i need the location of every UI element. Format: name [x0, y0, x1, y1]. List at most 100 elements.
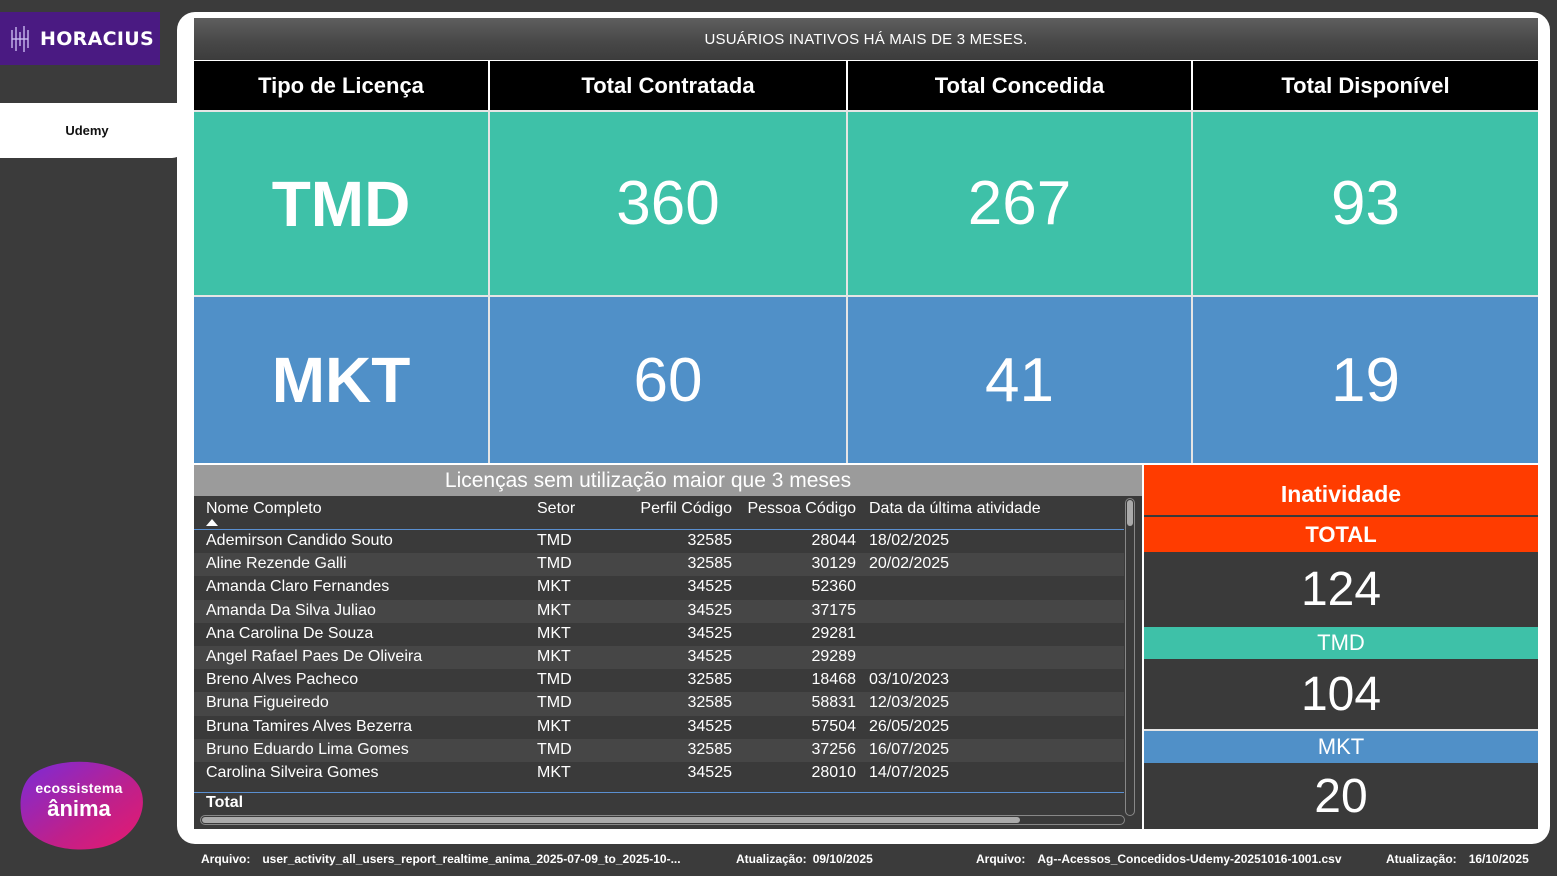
tmd-contratada-cell[interactable]: 360 [490, 110, 848, 295]
cell-data: 03/10/2023 [869, 671, 950, 689]
col-header-contratada: Total Contratada [490, 61, 848, 110]
table-row[interactable]: Bruna Figueiredo TMD 32585 58831 12/03/2025 [194, 692, 1124, 716]
footer-arquivo1-value: user_activity_all_users_report_realtime_… [262, 852, 681, 866]
tmd-label-text: TMD [1317, 630, 1365, 655]
horacius-logo: HORACIUS [0, 12, 160, 65]
table-row[interactable]: Bruno Eduardo Lima Gomes TMD 32585 37256 16/… [194, 738, 1124, 762]
footer-atualizacao2-value: 16/10/2025 [1468, 852, 1529, 866]
table-header: Nome Completo Setor Perfil Código Pessoa… [194, 498, 1124, 530]
cell-data: 26/05/2025 [869, 717, 950, 735]
total-value-text: 124 [1300, 563, 1382, 616]
col-data[interactable]: Data da última atividade [869, 500, 1041, 517]
inatividade-title-text: Inatividade [1280, 480, 1402, 507]
page-title-text: USUÁRIOS INATIVOS HÁ MAIS DE 3 MESES. [704, 30, 1028, 48]
cell-data: 20/02/2025 [869, 555, 950, 573]
cell-pessoa: 28010 [811, 763, 857, 781]
col-header-disponivel-label: Total Disponível [1281, 72, 1450, 98]
table-row[interactable]: Ademirson Candido Souto TMD 32585 28044 18/0… [194, 530, 1124, 553]
cell-setor: TMD [537, 740, 572, 758]
cell-nome: Carolina Silveira Gomes [206, 763, 379, 781]
inatividade-mkt-value[interactable]: 20 [1144, 763, 1538, 829]
inatividade-title: Inatividade [1144, 465, 1538, 515]
inatividade-tmd-value[interactable]: 104 [1144, 659, 1538, 729]
inatividade-total-label: TOTAL [1144, 517, 1538, 552]
col-header-concedida-label: Total Concedida [934, 72, 1105, 98]
cell-pessoa: 30129 [811, 555, 857, 573]
col-header-tipo-label: Tipo de Licença [258, 72, 424, 98]
cell-data: 16/07/2025 [869, 740, 950, 758]
cell-pessoa: 28044 [811, 532, 857, 549]
tmd-value-text: 104 [1300, 667, 1382, 721]
cell-perfil: 34525 [687, 717, 733, 735]
mkt-value-text: 20 [1314, 769, 1368, 823]
inatividade-panel: Inatividade TOTAL 124 TMD 104 MKT 20 [1144, 465, 1538, 829]
cell-perfil: 32585 [687, 555, 733, 573]
cell-setor: MKT [537, 578, 571, 596]
cell-nome: Amanda Da Silva Juliao [206, 601, 376, 619]
cell-nome: Bruna Tamires Alves Bezerra [206, 717, 413, 735]
cell-setor: TMD [537, 555, 572, 573]
mkt-concedida-cell[interactable]: 41 [848, 295, 1193, 463]
table-row[interactable]: Bruna Tamires Alves Bezerra MKT 34525 57504… [194, 716, 1124, 739]
table-row[interactable]: Carolina Silveira Gomes MKT 34525 28010 14/0… [194, 762, 1124, 785]
nav-item-udemy[interactable]: Udemy [0, 103, 186, 158]
cell-data: 14/07/2025 [869, 763, 950, 781]
table-row[interactable]: Breno Alves Pacheco TMD 32585 18468 03/10/20… [194, 669, 1124, 692]
eco-line2: ânima [47, 796, 111, 821]
cell-nome: Amanda Claro Fernandes [206, 578, 390, 596]
col-header-tipo: Tipo de Licença [194, 61, 490, 110]
col-setor[interactable]: Setor [537, 500, 576, 517]
col-perfil[interactable]: Perfil Código [640, 500, 732, 517]
tmd-label-cell[interactable]: TMD [194, 110, 490, 295]
footer-atualizacao2: Atualização: 16/10/2025 [1386, 852, 1529, 866]
footer-atualizacao1: Atualização: 09/10/2025 [736, 852, 873, 866]
cell-data: 18/02/2025 [869, 532, 950, 549]
mkt-label-text: MKT [1317, 734, 1365, 759]
cell-perfil: 32585 [687, 694, 733, 712]
tmd-label: TMD [271, 167, 411, 240]
cell-perfil: 32585 [687, 532, 733, 549]
cell-data: 12/03/2025 [869, 694, 950, 712]
horizontal-scroll-thumb[interactable] [202, 817, 1020, 823]
cell-pessoa: 18468 [811, 671, 857, 689]
col-header-concedida: Total Concedida [848, 61, 1193, 110]
license-grid: Tipo de Licença Total Contratada Total C… [194, 61, 1538, 463]
cell-pessoa: 37256 [811, 740, 857, 758]
table-row[interactable]: Amanda Da Silva Juliao MKT 34525 37175 [194, 599, 1124, 623]
table-row[interactable]: Ana Carolina De Souza MKT 34525 29281 [194, 623, 1124, 646]
cell-pessoa: 57504 [811, 717, 857, 735]
cell-nome: Breno Alves Pacheco [206, 671, 359, 689]
mkt-disponivel-cell[interactable]: 19 [1193, 295, 1538, 463]
ecossistema-anima-text: ecossistema ânima [16, 780, 142, 822]
footer-arquivo2: Arquivo: Ag--Acessos_Concedidos-Udemy-202… [976, 852, 1342, 866]
mkt-concedida: 41 [985, 345, 1054, 415]
mkt-contratada-cell[interactable]: 60 [490, 295, 848, 463]
col-nome[interactable]: Nome Completo [206, 500, 322, 517]
footer-atualizacao1-value: 09/10/2025 [812, 852, 873, 866]
cell-nome: Bruno Eduardo Lima Gomes [206, 740, 409, 758]
divider [1144, 729, 1538, 731]
vertical-scrollbar[interactable] [1125, 498, 1135, 816]
footer-arquivo1-label: Arquivo: [201, 852, 251, 866]
table-row[interactable]: Aline Rezende Galli TMD 32585 30129 20/02/20… [194, 553, 1124, 577]
table-row[interactable]: Angel Rafael Paes De Oliveira MKT 34525 292… [194, 645, 1124, 670]
inactive-users-table: Licenças sem utilização maior que 3 mese… [194, 465, 1142, 829]
brand-name: HORACIUS [40, 27, 154, 50]
total-label-text: TOTAL [1305, 521, 1377, 547]
cell-setor: TMD [537, 532, 572, 549]
col-pessoa[interactable]: Pessoa Código [747, 500, 856, 517]
inatividade-total-value[interactable]: 124 [1144, 552, 1538, 627]
cell-perfil: 32585 [687, 671, 733, 689]
cell-perfil: 34525 [687, 578, 733, 596]
mkt-label-cell[interactable]: MKT [194, 295, 490, 463]
cell-nome: Angel Rafael Paes De Oliveira [206, 647, 423, 665]
horizontal-scrollbar[interactable] [200, 815, 1125, 825]
tmd-disponivel-cell[interactable]: 93 [1193, 110, 1538, 295]
cell-perfil: 34525 [687, 647, 733, 665]
tmd-concedida-cell[interactable]: 267 [848, 110, 1193, 295]
vertical-scroll-thumb[interactable] [1127, 500, 1133, 526]
footer-atualizacao2-label: Atualização: [1386, 852, 1457, 866]
cell-perfil: 34525 [687, 601, 733, 619]
cell-setor: MKT [537, 717, 571, 735]
table-row[interactable]: Amanda Claro Fernandes MKT 34525 52360 [194, 576, 1124, 599]
